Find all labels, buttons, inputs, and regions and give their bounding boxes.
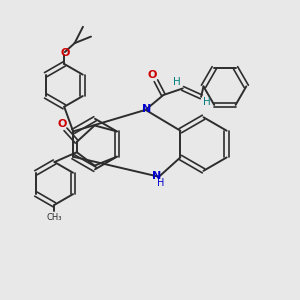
Text: H: H	[202, 97, 210, 107]
Text: O: O	[148, 70, 157, 80]
Text: N: N	[142, 104, 151, 114]
Text: O: O	[60, 48, 70, 58]
Text: N: N	[152, 171, 161, 181]
Text: H: H	[173, 77, 181, 87]
Text: H: H	[157, 178, 165, 188]
Text: O: O	[58, 119, 67, 129]
Text: CH₃: CH₃	[47, 213, 62, 222]
